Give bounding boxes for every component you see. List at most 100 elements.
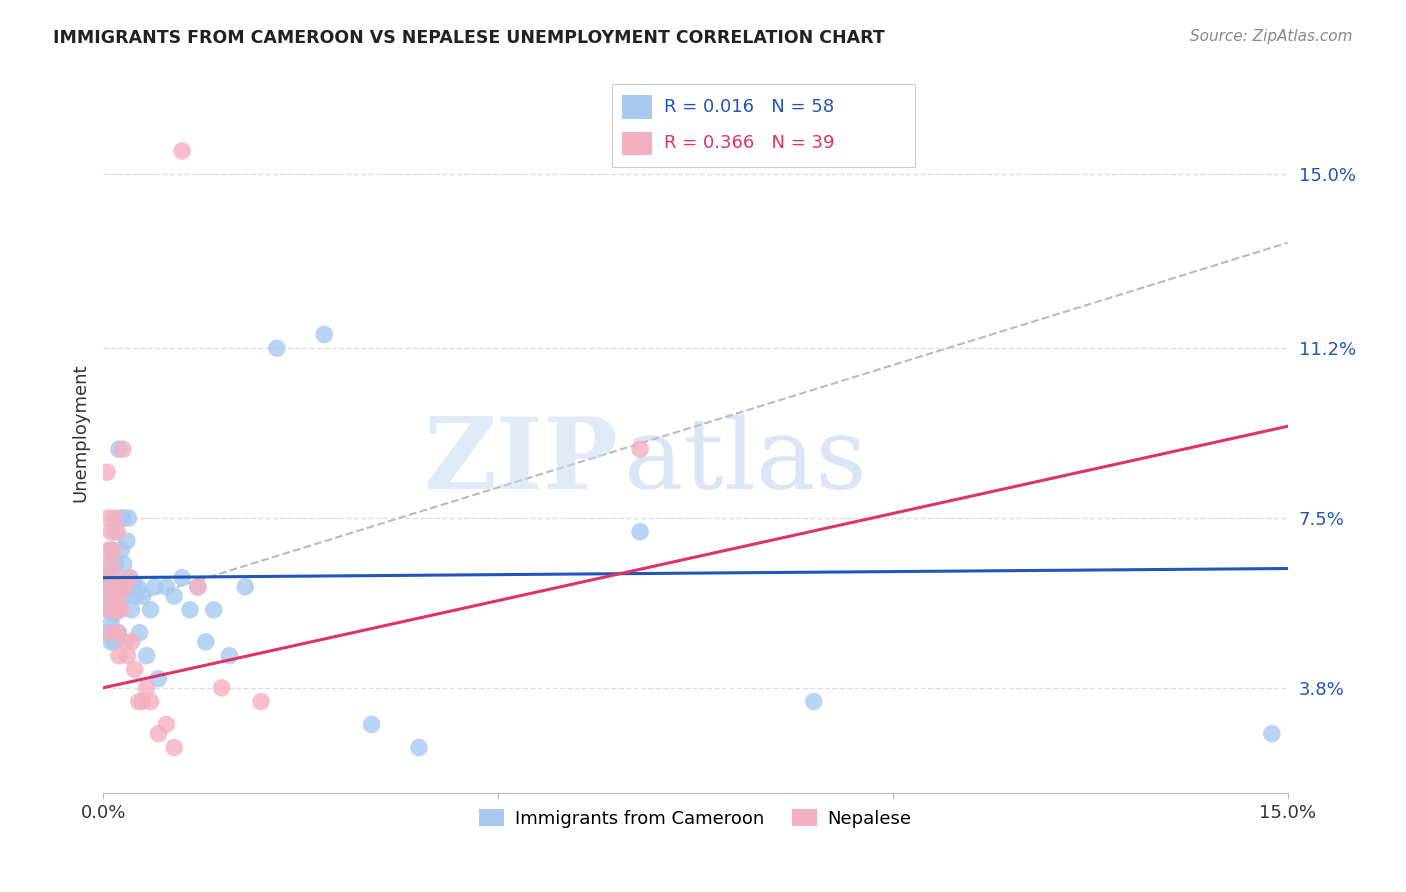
Point bbox=[124, 663, 146, 677]
Point bbox=[110, 511, 132, 525]
Point bbox=[117, 511, 139, 525]
Point bbox=[115, 635, 138, 649]
FancyBboxPatch shape bbox=[613, 84, 914, 167]
Point bbox=[96, 571, 118, 585]
Point bbox=[360, 717, 382, 731]
Point bbox=[135, 681, 157, 695]
Point bbox=[187, 580, 209, 594]
Legend: Immigrants from Cameroon, Nepalese: Immigrants from Cameroon, Nepalese bbox=[472, 802, 920, 835]
Point bbox=[98, 580, 121, 594]
Point bbox=[135, 648, 157, 663]
Point bbox=[108, 589, 131, 603]
Point bbox=[1261, 727, 1284, 741]
Point bbox=[103, 603, 125, 617]
Point bbox=[97, 511, 120, 525]
Point bbox=[131, 695, 153, 709]
Point bbox=[127, 580, 149, 594]
Point bbox=[103, 580, 125, 594]
Point bbox=[101, 557, 124, 571]
Point bbox=[163, 740, 186, 755]
Point bbox=[121, 635, 143, 649]
Point bbox=[148, 727, 170, 741]
Point bbox=[97, 589, 120, 603]
Point bbox=[98, 603, 121, 617]
Point bbox=[97, 625, 120, 640]
Point bbox=[233, 580, 256, 594]
Point bbox=[114, 580, 136, 594]
Point bbox=[117, 648, 139, 663]
Point bbox=[124, 580, 146, 594]
Point bbox=[104, 557, 127, 571]
Point bbox=[98, 603, 121, 617]
Point bbox=[114, 589, 136, 603]
Point bbox=[110, 543, 132, 558]
Point bbox=[108, 580, 131, 594]
Point bbox=[172, 144, 194, 158]
Point bbox=[122, 580, 145, 594]
Point bbox=[115, 533, 138, 548]
Point bbox=[108, 442, 131, 457]
Point bbox=[103, 607, 125, 622]
Point bbox=[100, 524, 122, 539]
Point bbox=[139, 695, 162, 709]
Text: R = 0.366   N = 39: R = 0.366 N = 39 bbox=[664, 135, 834, 153]
Point bbox=[314, 327, 336, 342]
Point bbox=[194, 635, 217, 649]
Text: Source: ZipAtlas.com: Source: ZipAtlas.com bbox=[1189, 29, 1353, 45]
Point bbox=[125, 589, 148, 603]
Point bbox=[131, 589, 153, 603]
Point bbox=[118, 571, 141, 585]
Point bbox=[104, 524, 127, 539]
Point bbox=[105, 603, 128, 617]
Point bbox=[98, 625, 121, 640]
Point bbox=[101, 580, 124, 594]
Point bbox=[100, 616, 122, 631]
Point bbox=[202, 603, 225, 617]
Point bbox=[97, 543, 120, 558]
Point bbox=[111, 442, 134, 457]
Point bbox=[101, 571, 124, 585]
Point bbox=[803, 695, 825, 709]
Point bbox=[101, 589, 124, 603]
Point bbox=[218, 648, 240, 663]
Point bbox=[155, 717, 177, 731]
Point bbox=[211, 681, 233, 695]
Point bbox=[96, 465, 118, 479]
Point bbox=[266, 341, 288, 355]
Point bbox=[143, 580, 166, 594]
Point bbox=[105, 524, 128, 539]
Point bbox=[628, 442, 651, 457]
Point bbox=[628, 524, 651, 539]
Point bbox=[250, 695, 273, 709]
Y-axis label: Unemployment: Unemployment bbox=[72, 364, 89, 502]
Point bbox=[96, 603, 118, 617]
Point bbox=[100, 635, 122, 649]
Point bbox=[103, 543, 125, 558]
Point bbox=[105, 580, 128, 594]
Text: IMMIGRANTS FROM CAMEROON VS NEPALESE UNEMPLOYMENT CORRELATION CHART: IMMIGRANTS FROM CAMEROON VS NEPALESE UNE… bbox=[53, 29, 886, 47]
Point bbox=[111, 511, 134, 525]
FancyBboxPatch shape bbox=[621, 95, 652, 119]
Point bbox=[104, 511, 127, 525]
Point bbox=[163, 589, 186, 603]
Point bbox=[110, 603, 132, 617]
Point bbox=[128, 625, 150, 640]
Point bbox=[121, 603, 143, 617]
Point bbox=[108, 648, 131, 663]
Text: R = 0.016   N = 58: R = 0.016 N = 58 bbox=[664, 98, 834, 116]
Point bbox=[139, 603, 162, 617]
Point bbox=[172, 571, 194, 585]
Text: ZIP: ZIP bbox=[423, 414, 619, 510]
Point bbox=[100, 589, 122, 603]
Point bbox=[104, 571, 127, 585]
Point bbox=[148, 672, 170, 686]
Point bbox=[187, 580, 209, 594]
Point bbox=[105, 603, 128, 617]
Point bbox=[104, 635, 127, 649]
Point bbox=[408, 740, 430, 755]
Point bbox=[100, 543, 122, 558]
Point bbox=[107, 625, 129, 640]
Text: atlas: atlas bbox=[624, 414, 868, 510]
FancyBboxPatch shape bbox=[621, 132, 652, 155]
Point bbox=[94, 571, 117, 585]
